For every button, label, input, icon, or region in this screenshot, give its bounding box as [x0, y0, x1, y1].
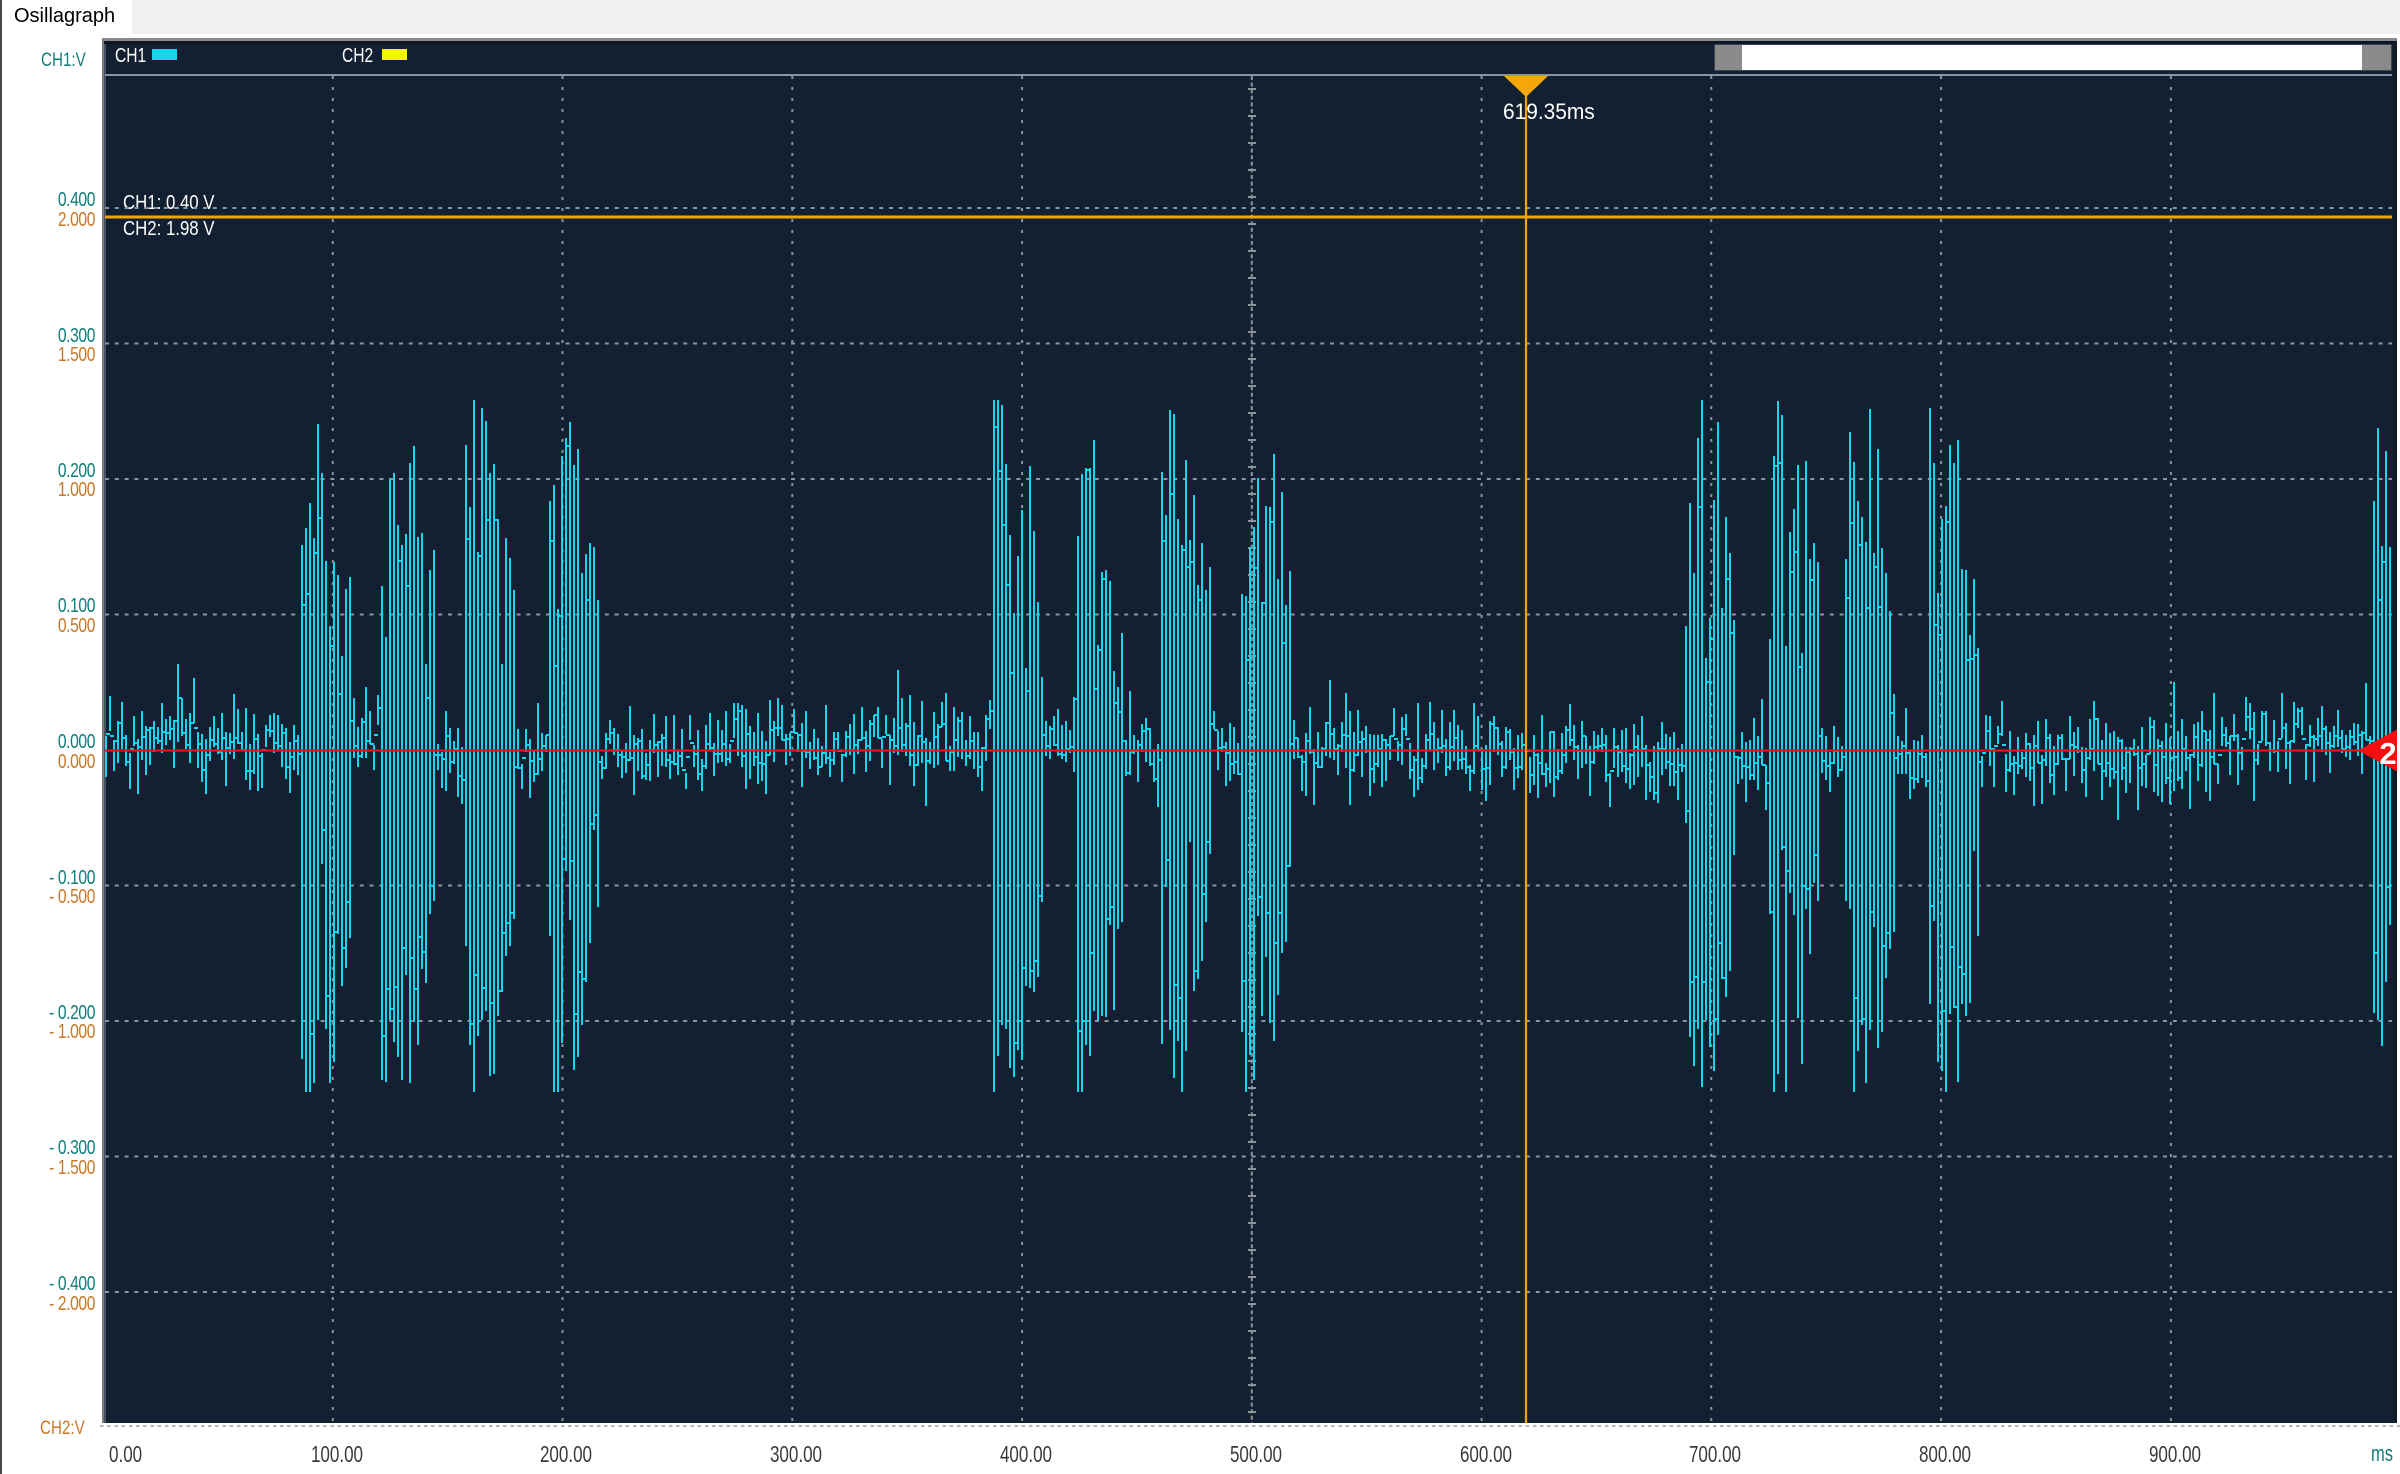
svg-text:619.35ms: 619.35ms [1503, 100, 1595, 125]
svg-text:2: 2 [2379, 736, 2396, 771]
